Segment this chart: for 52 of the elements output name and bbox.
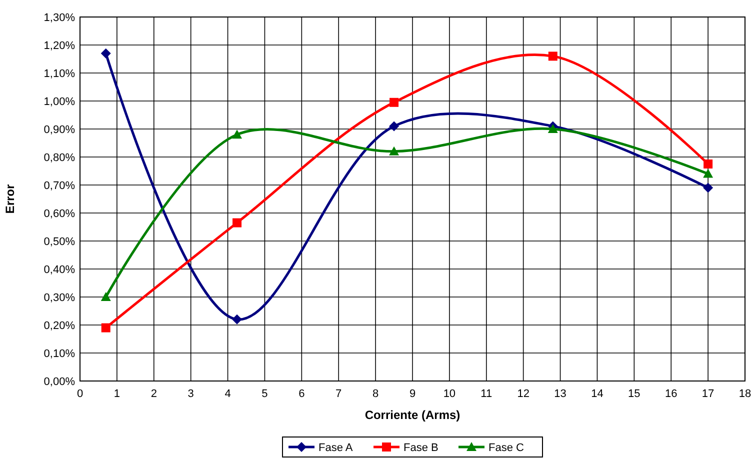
legend-label: Fase A: [318, 442, 354, 454]
x-axis-title: Corriente (Arms): [364, 408, 460, 422]
y-tick-label: 0,20%: [44, 320, 76, 332]
x-tick-label: 5: [262, 388, 268, 400]
point: [390, 98, 399, 107]
x-tick-label: 15: [628, 388, 640, 400]
x-tick-label: 8: [372, 388, 379, 400]
x-tick-label: 2: [150, 388, 157, 400]
x-tick-label: 13: [554, 388, 566, 400]
point: [389, 121, 400, 132]
y-tick-label: 1,30%: [44, 12, 76, 24]
x-tick-label: 7: [336, 388, 342, 400]
x-tick-label: 1: [114, 388, 120, 400]
y-axis-title: Error: [3, 184, 17, 214]
point: [703, 182, 714, 193]
point: [232, 130, 242, 139]
y-tick-label: 0,50%: [44, 236, 76, 248]
legend-label: Fase B: [404, 442, 438, 454]
y-tick-label: 1,10%: [44, 68, 76, 80]
x-tick-label: 14: [591, 388, 604, 400]
point: [101, 323, 110, 332]
point: [704, 160, 713, 168]
point: [232, 314, 242, 324]
y-tick-label: 0,00%: [44, 376, 76, 388]
y-tick-label: 0,80%: [44, 152, 76, 164]
y-tick-label: 0,70%: [44, 180, 76, 192]
point: [548, 52, 558, 61]
point: [548, 124, 558, 133]
x-tick-label: 12: [517, 388, 530, 400]
point: [703, 168, 714, 178]
y-tick-label: 1,20%: [44, 40, 76, 52]
point: [232, 218, 242, 228]
x-tick-label: 16: [664, 388, 678, 400]
y-tick-label: 1,00%: [44, 96, 76, 108]
y-tick-label: 0,30%: [44, 292, 76, 304]
x-tick-label: 0: [76, 388, 84, 400]
y-tick-label: 0,40%: [44, 264, 76, 276]
point: [389, 146, 400, 156]
x-tick-label: 10: [443, 388, 456, 400]
x-tick-label: 11: [480, 388, 492, 400]
point: [100, 292, 111, 301]
point: [100, 48, 111, 58]
x-tick-label: 18: [738, 388, 752, 400]
x-tick-label: 3: [188, 388, 194, 400]
y-tick-label: 0,90%: [44, 124, 76, 136]
x-tick-label: 17: [702, 388, 714, 400]
x-tick-label: 9: [409, 388, 416, 400]
x-tick-label: 4: [224, 388, 231, 400]
legend-label: Fase C: [488, 442, 524, 454]
x-tick-label: 6: [298, 388, 305, 400]
y-tick-label: 0,60%: [44, 208, 76, 220]
y-tick-label: 0,10%: [44, 348, 76, 360]
